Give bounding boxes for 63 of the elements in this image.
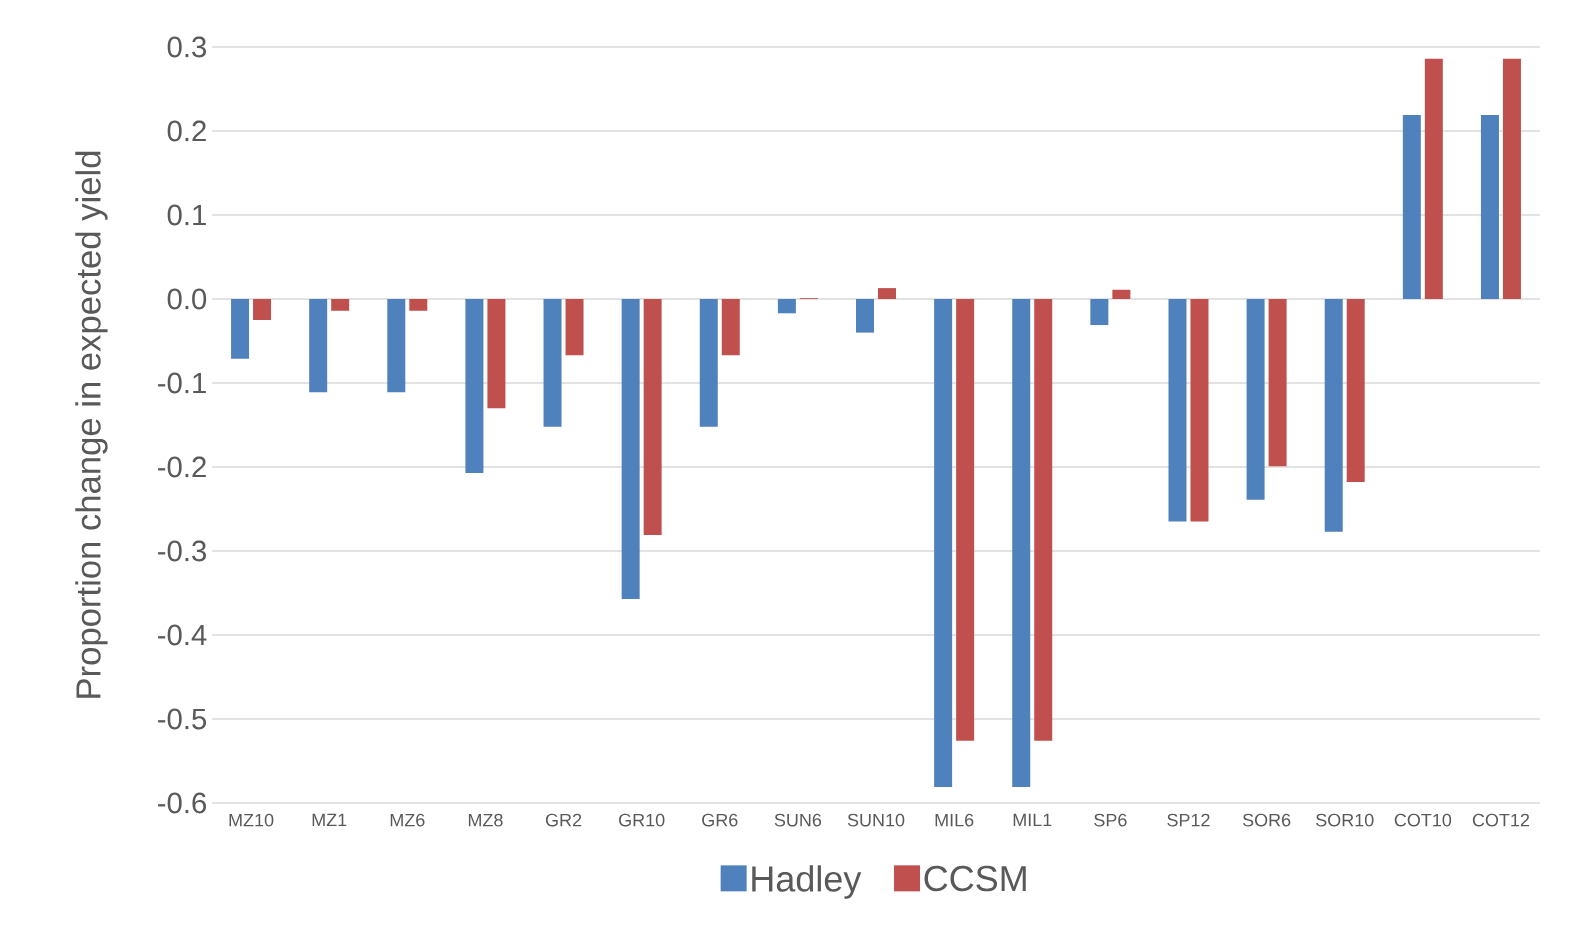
y-tick-label: -0.5: [158, 708, 207, 730]
bar: [465, 299, 484, 473]
bar: [1090, 299, 1109, 326]
bar: [1190, 299, 1209, 522]
y-tick-label: -0.1: [158, 372, 206, 394]
y-tick-label: -0.4: [158, 624, 207, 646]
bar: [1246, 299, 1265, 500]
bar: [1502, 58, 1521, 300]
x-tick-label: MIL1: [1013, 813, 1052, 827]
x-tick-label: MZ8: [468, 813, 503, 827]
bar: [777, 299, 796, 314]
x-tick-label: MZ6: [390, 813, 425, 827]
y-tick-label: 0.2: [167, 120, 206, 142]
x-tick-label: SOR6: [1242, 813, 1291, 827]
x-tick-label: COT10: [1394, 813, 1452, 827]
y-tick-label: -0.6: [158, 792, 207, 814]
x-tick-label: GR10: [619, 813, 665, 827]
y-tick-label: -0.3: [158, 540, 207, 562]
bar: [487, 299, 506, 409]
bar: [934, 299, 953, 788]
x-tick-label: MZ1: [312, 813, 347, 827]
x-tick-label: GR6: [702, 813, 738, 827]
bar: [721, 299, 740, 356]
x-tick-label: SOR10: [1316, 813, 1374, 827]
x-tick-label: SUN10: [847, 813, 905, 827]
bar: [1424, 58, 1443, 300]
bar: [1168, 299, 1187, 522]
bar: [1346, 299, 1365, 483]
bar: [543, 299, 562, 427]
y-tick-label: -0.2: [158, 456, 206, 478]
bar: [1112, 289, 1131, 300]
x-tick-label: SUN6: [774, 813, 822, 827]
y-axis-title: Proportion change in expected yield: [75, 151, 108, 698]
bar: [1480, 115, 1499, 300]
legend-label: Hadley: [752, 865, 862, 899]
bar: [309, 299, 328, 393]
bar: [856, 299, 875, 333]
x-tick-label: MZ10: [229, 813, 274, 827]
bar: [231, 299, 250, 359]
y-tick-label: 0.3: [167, 36, 207, 58]
bar: [1324, 299, 1343, 532]
bar: [699, 299, 718, 427]
bar: [1268, 299, 1287, 467]
legend-label: CCSM: [924, 865, 1026, 892]
bar: [387, 299, 406, 393]
x-tick-label: COT12: [1472, 813, 1530, 827]
y-tick-label: 0.1: [167, 204, 206, 226]
y-tick-label: 0.0: [167, 288, 207, 310]
bar: [565, 299, 584, 356]
bar: [1402, 115, 1421, 300]
x-tick-label: GR2: [545, 813, 582, 827]
bar: [1034, 299, 1053, 741]
bar: [1012, 299, 1031, 788]
x-tick-label: SP12: [1167, 813, 1210, 827]
bar: [409, 299, 428, 311]
bar: [621, 299, 640, 599]
x-tick-label: SP6: [1094, 813, 1127, 827]
bar: [253, 299, 272, 321]
bar: [878, 288, 897, 300]
bar: [331, 299, 350, 311]
x-tick-label: MIL6: [935, 813, 974, 827]
bar: [643, 299, 662, 536]
bar: [956, 299, 975, 741]
